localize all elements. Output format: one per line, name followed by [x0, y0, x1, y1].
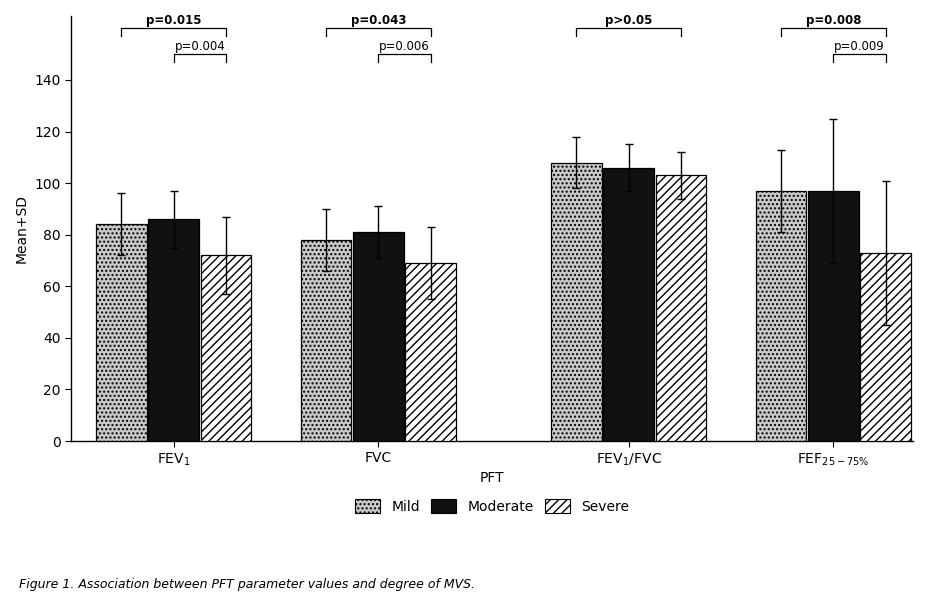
- Text: Figure 1. Association between PFT parameter values and degree of MVS.: Figure 1. Association between PFT parame…: [19, 578, 474, 591]
- X-axis label: PFT: PFT: [479, 470, 504, 485]
- Bar: [603, 168, 654, 441]
- Text: p=0.015: p=0.015: [146, 14, 201, 27]
- Text: p=0.006: p=0.006: [379, 40, 429, 53]
- Y-axis label: Mean+SD: Mean+SD: [15, 194, 29, 263]
- Bar: [755, 191, 806, 441]
- Bar: [807, 191, 857, 441]
- Bar: [859, 253, 910, 441]
- Bar: [200, 255, 251, 441]
- Text: p=0.043: p=0.043: [350, 14, 406, 27]
- Legend: Mild, Moderate, Severe: Mild, Moderate, Severe: [349, 494, 634, 519]
- Text: p>0.05: p>0.05: [604, 14, 652, 27]
- Bar: [405, 263, 456, 441]
- Bar: [352, 232, 403, 441]
- Bar: [654, 175, 705, 441]
- Bar: [148, 219, 199, 441]
- Bar: [95, 225, 146, 441]
- Text: p=0.004: p=0.004: [174, 40, 225, 53]
- Bar: [551, 163, 601, 441]
- Text: p=0.009: p=0.009: [833, 40, 884, 53]
- Bar: [300, 240, 351, 441]
- Text: p=0.008: p=0.008: [805, 14, 860, 27]
